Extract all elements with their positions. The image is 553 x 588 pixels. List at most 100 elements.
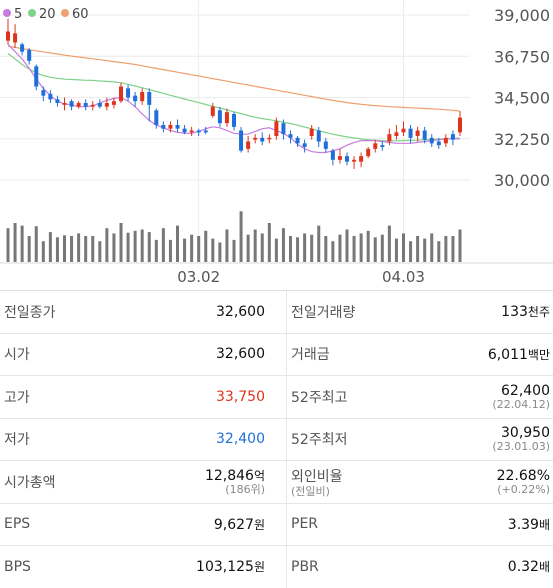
volume-bar xyxy=(133,230,137,262)
ma60-line xyxy=(7,45,461,112)
volume-bar xyxy=(303,233,307,262)
volume-bar xyxy=(366,230,370,262)
left-value: 12,846억 (186위) xyxy=(125,461,265,503)
right-value-main: 133천주 xyxy=(501,303,550,320)
volume-bar xyxy=(324,236,328,262)
right-value-unit: 배 xyxy=(538,517,550,532)
right-label: 전일거래량 xyxy=(291,304,356,321)
candle-body xyxy=(126,88,131,98)
left-value-unit: 억 xyxy=(253,469,265,484)
volume-bar xyxy=(451,236,455,262)
volume-bar xyxy=(232,239,236,262)
candle-body xyxy=(189,130,194,133)
volume-bar xyxy=(402,233,405,262)
legend-label: 20 xyxy=(39,7,56,22)
left-value-main: 32,400 xyxy=(216,431,265,447)
volume-bar xyxy=(126,232,130,262)
volume-bar xyxy=(352,236,356,262)
candle-body xyxy=(34,66,39,87)
volume-bar xyxy=(211,238,215,262)
right-label: 52주최저 xyxy=(291,432,348,449)
candle-body xyxy=(203,130,208,133)
right-value-main: 3.39배 xyxy=(508,516,550,533)
volume-bar xyxy=(359,233,363,262)
candle-body xyxy=(309,128,314,136)
left-label: 고가 xyxy=(4,389,30,406)
left-label: 저가 xyxy=(4,432,30,449)
left-value-main: 32,600 xyxy=(216,346,265,362)
left-value: 9,627원 xyxy=(125,504,265,546)
volume-bar xyxy=(267,223,271,262)
right-label: PBR xyxy=(291,558,319,575)
right-value-unit: 천주 xyxy=(527,305,550,320)
right-value-number: 0.32 xyxy=(507,559,539,576)
candle-body xyxy=(161,125,166,129)
stock-info-table: 전일종가 32,600 전일거래량 133천주 시가 32,600 거래금 6,011백만 고가… xyxy=(0,290,553,588)
info-row: 전일종가 32,600 전일거래량 133천주 xyxy=(0,290,553,333)
volume-bar xyxy=(168,239,172,262)
legend-dot xyxy=(3,9,11,17)
y-tick-label: 32,250 xyxy=(494,130,550,149)
candle-body xyxy=(232,114,236,127)
volume-bar xyxy=(147,232,151,262)
right-label-sub: (전일비) xyxy=(291,484,330,498)
column-divider xyxy=(286,376,287,418)
candle-body xyxy=(422,130,427,140)
candle-body xyxy=(182,128,187,133)
volume-bar xyxy=(444,236,448,262)
info-row: 시가총액 12,846억 (186위) 외인비율 (전일비) 22.68% (+0.22%) xyxy=(0,460,553,503)
volume-bar xyxy=(289,236,292,262)
candle-body xyxy=(316,130,321,142)
right-label: PER xyxy=(291,516,319,533)
candle-body xyxy=(133,95,138,102)
candle-body xyxy=(450,134,455,140)
right-value: 62,400 (22.04.12) xyxy=(410,376,550,418)
volume-bar xyxy=(154,239,158,262)
y-tick-label: 34,500 xyxy=(494,89,550,108)
volume-bar xyxy=(27,236,31,262)
volume-bar xyxy=(281,228,285,262)
volume-bar xyxy=(458,229,462,262)
candle-body xyxy=(140,92,145,102)
left-label: BPS xyxy=(4,558,31,575)
candle-body xyxy=(408,128,413,138)
candle-body xyxy=(6,31,10,41)
info-row: 저가 32,400 52주최저 30,950 (23.01.03) xyxy=(0,417,553,460)
legend-dot xyxy=(61,9,69,17)
candle-body xyxy=(175,125,180,129)
y-tick-label: 39,000 xyxy=(494,6,550,25)
volume-bar xyxy=(409,241,413,262)
volume-bar xyxy=(246,234,250,262)
candle-body xyxy=(97,103,102,107)
candle-body xyxy=(458,117,462,133)
stock-chart: 39,000 36,750 34,500 32,250 30,000 03.02 04.03… xyxy=(0,0,553,290)
candle-body xyxy=(62,103,67,105)
left-value-main: 12,846억 xyxy=(205,467,265,484)
candle-body xyxy=(69,101,74,107)
volume-bar xyxy=(218,242,222,262)
volume-bar xyxy=(296,237,300,262)
left-value-number: 33,750 xyxy=(216,388,265,405)
volume-bar xyxy=(387,225,391,262)
candle-body xyxy=(48,93,53,100)
candle-body xyxy=(330,150,335,160)
candle-body xyxy=(104,103,109,107)
right-value-number: 22.68% xyxy=(496,467,550,484)
column-divider xyxy=(286,503,287,545)
right-value-main: 62,400 xyxy=(501,383,550,399)
volume-bar xyxy=(373,237,377,262)
candle-body xyxy=(267,137,272,140)
candle-body xyxy=(27,49,32,61)
candle-body xyxy=(154,110,159,125)
column-divider xyxy=(286,291,287,333)
candle-body xyxy=(352,159,357,162)
left-value-unit: 원 xyxy=(253,517,265,532)
right-value: 3.39배 xyxy=(410,504,550,546)
volume-bar xyxy=(84,236,88,262)
left-value: 32,600 xyxy=(125,334,265,376)
column-divider xyxy=(286,461,287,503)
info-row: 고가 33,750 52주최고 62,400 (22.04.12) xyxy=(0,375,553,418)
candle-body xyxy=(41,90,46,96)
y-tick-label: 36,750 xyxy=(494,47,550,66)
right-label: 외인비율 (전일비) xyxy=(291,461,431,503)
